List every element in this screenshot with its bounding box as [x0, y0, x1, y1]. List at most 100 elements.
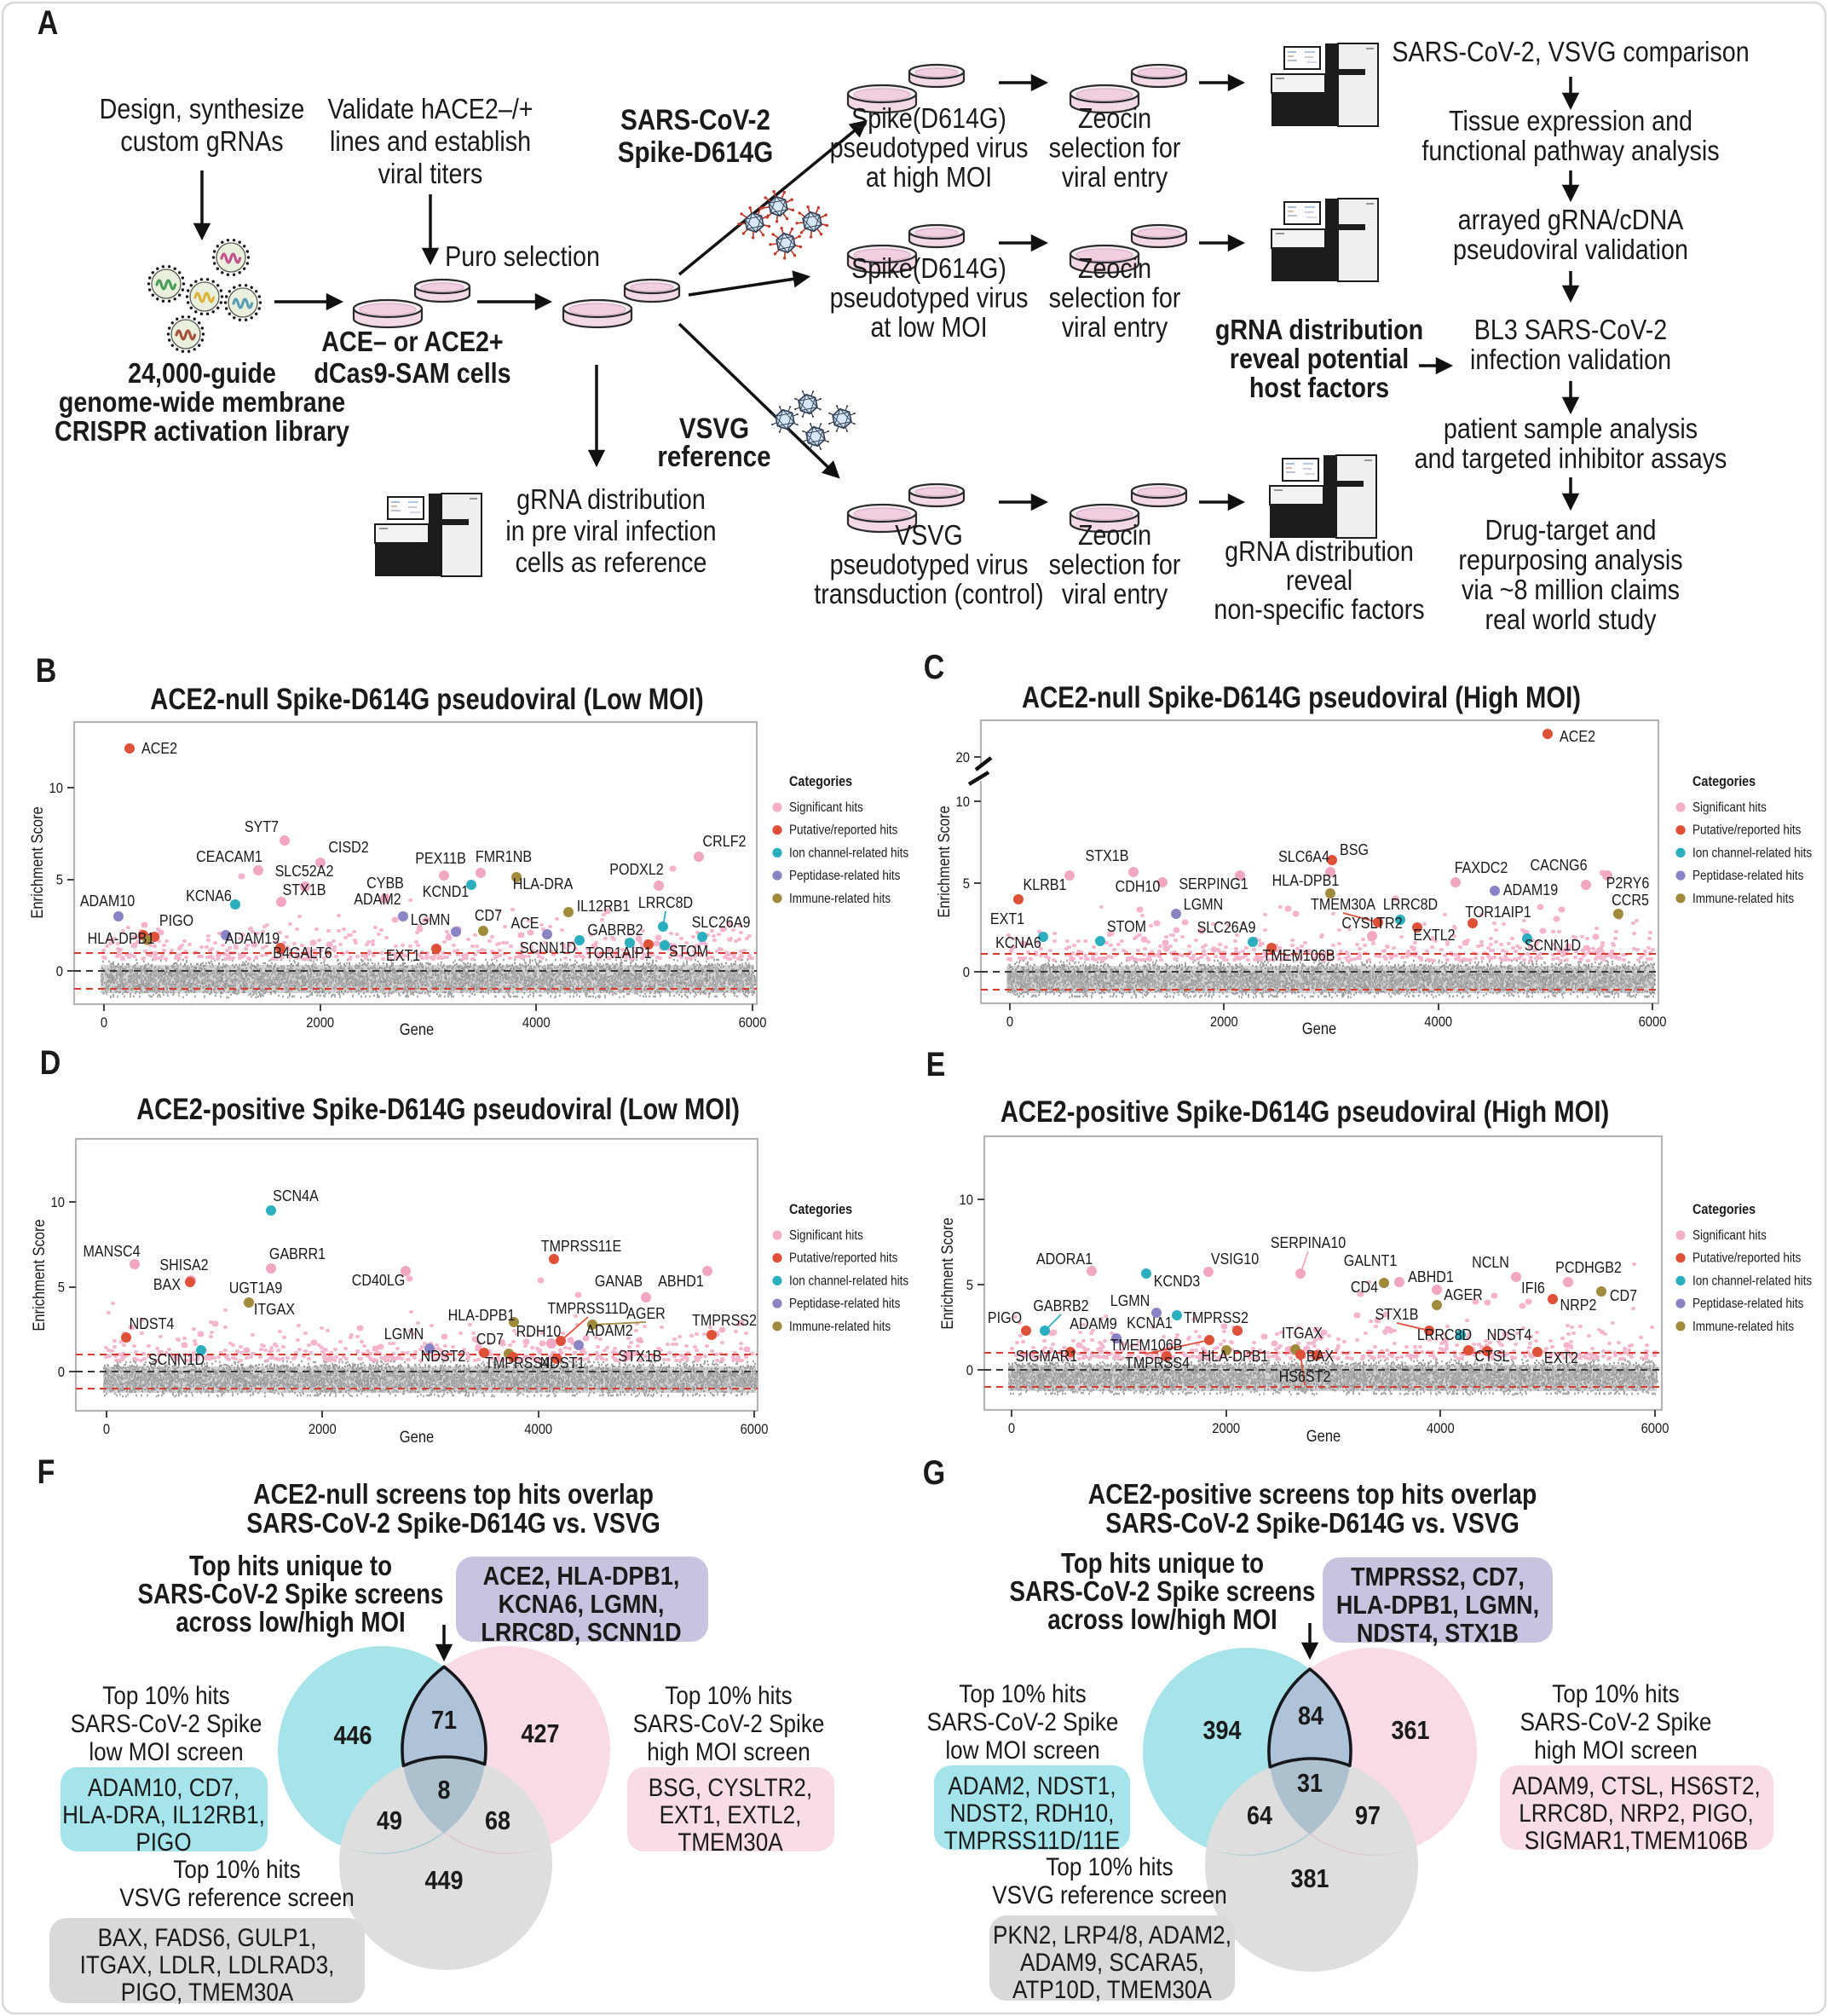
svg-text:394: 394	[1203, 1716, 1242, 1745]
svg-text:AGER: AGER	[626, 1304, 666, 1322]
svg-text:Top 10% hits: Top 10% hits	[173, 1855, 300, 1883]
svg-text:5: 5	[966, 1278, 973, 1293]
svg-text:GALNT1: GALNT1	[1344, 1251, 1398, 1269]
svg-text:Categories: Categories	[789, 1202, 852, 1217]
svg-text:IL12RB1: IL12RB1	[577, 897, 631, 915]
svg-text:ACE2-null screens top hits ove: ACE2-null screens top hits overlap	[253, 1478, 654, 1511]
svg-text:SARS-CoV-2 Spike-D614G vs. VSV: SARS-CoV-2 Spike-D614G vs. VSVG	[1105, 1507, 1519, 1539]
svg-text:Top 10% hits: Top 10% hits	[1046, 1852, 1173, 1880]
svg-text:CISD2: CISD2	[328, 838, 368, 856]
svg-text:EXT2: EXT2	[1544, 1349, 1578, 1366]
svg-text:VSVG reference screen: VSVG reference screen	[992, 1880, 1227, 1909]
svg-text:across low/high MOI: across low/high MOI	[1047, 1604, 1277, 1636]
svg-text:TMPRSS11D: TMPRSS11D	[547, 1299, 628, 1317]
svg-text:G: G	[923, 1453, 945, 1491]
svg-text:Significant hits: Significant hits	[1692, 1228, 1767, 1243]
svg-text:TMPRSS11E: TMPRSS11E	[541, 1237, 621, 1255]
svg-text:selection for: selection for	[1049, 132, 1181, 164]
svg-text:BSG, CYSLTR2,: BSG, CYSLTR2,	[649, 1773, 812, 1801]
svg-text:ITGAX: ITGAX	[1282, 1324, 1323, 1342]
svg-text:pseudotyped virus: pseudotyped virus	[830, 282, 1029, 314]
svg-text:ACE2: ACE2	[1560, 727, 1595, 745]
svg-text:VSVG: VSVG	[895, 519, 963, 551]
svg-text:pseudotyped virus: pseudotyped virus	[830, 549, 1029, 581]
svg-text:ACE2: ACE2	[141, 739, 177, 757]
svg-text:Drug-target and: Drug-target and	[1485, 514, 1657, 546]
svg-text:PEX11B: PEX11B	[415, 849, 466, 867]
svg-text:reference: reference	[657, 440, 770, 472]
svg-text:lines and establish: lines and establish	[330, 125, 531, 157]
svg-text:8: 8	[438, 1776, 451, 1805]
svg-text:selection for: selection for	[1049, 549, 1181, 581]
svg-text:ITGAX: ITGAX	[254, 1300, 296, 1318]
svg-text:NRP2: NRP2	[1560, 1296, 1597, 1314]
svg-text:Putative/reported hits: Putative/reported hits	[1692, 1251, 1801, 1266]
svg-text:10: 10	[49, 781, 64, 796]
svg-text:STX1B: STX1B	[283, 881, 326, 898]
svg-text:KCND1: KCND1	[423, 882, 470, 900]
svg-text:VSVG: VSVG	[679, 412, 749, 444]
svg-text:CACNG6: CACNG6	[1530, 856, 1587, 874]
svg-text:Top 10% hits: Top 10% hits	[102, 1681, 229, 1709]
svg-text:SLC6A4: SLC6A4	[1278, 847, 1329, 865]
svg-text:84: 84	[1298, 1701, 1323, 1730]
svg-text:NDST2, RDH10,: NDST2, RDH10,	[950, 1799, 1115, 1827]
svg-text:ACE2-null Spike-D614G pseudovi: ACE2-null Spike-D614G pseudoviral (High …	[1022, 681, 1581, 714]
svg-text:361: 361	[1392, 1716, 1430, 1745]
svg-text:gRNA distribution: gRNA distribution	[1215, 314, 1423, 345]
svg-text:patient sample analysis: patient sample analysis	[1444, 413, 1698, 444]
svg-text:SLC26A9: SLC26A9	[692, 913, 751, 931]
svg-text:TMPRSS11D/11E: TMPRSS11D/11E	[944, 1826, 1120, 1854]
svg-text:selection for: selection for	[1049, 282, 1181, 314]
svg-text:SIGMAR1,TMEM106B: SIGMAR1,TMEM106B	[1525, 1826, 1748, 1854]
svg-text:6000: 6000	[1641, 1421, 1669, 1436]
svg-text:PIGO: PIGO	[159, 911, 193, 929]
svg-text:TMEM30A: TMEM30A	[1311, 895, 1375, 913]
svg-text:Spike-D614G: Spike-D614G	[618, 136, 773, 168]
svg-text:reveal potential: reveal potential	[1230, 343, 1409, 374]
svg-text:HLA-DPB1: HLA-DPB1	[1202, 1347, 1269, 1365]
svg-text:0: 0	[1006, 1014, 1013, 1030]
svg-text:BL3 SARS-CoV-2: BL3 SARS-CoV-2	[1474, 314, 1667, 345]
svg-text:68: 68	[485, 1806, 510, 1835]
svg-text:4000: 4000	[522, 1015, 551, 1031]
svg-text:ACE2, HLA-DPB1,: ACE2, HLA-DPB1,	[483, 1562, 680, 1591]
svg-text:cells as reference: cells as reference	[516, 546, 707, 578]
svg-text:Immune-related hits: Immune-related hits	[789, 1320, 891, 1334]
svg-text:SARS-CoV-2 Spike screens: SARS-CoV-2 Spike screens	[138, 1579, 444, 1610]
svg-text:49: 49	[377, 1806, 402, 1835]
svg-text:TMPRSS4: TMPRSS4	[485, 1354, 550, 1372]
svg-text:BSG: BSG	[1340, 840, 1369, 858]
svg-text:Enrichment Score: Enrichment Score	[30, 1219, 48, 1331]
svg-text:Top hits unique to: Top hits unique to	[1061, 1548, 1264, 1580]
svg-text:ADAM9: ADAM9	[1070, 1314, 1116, 1332]
svg-text:ABHD1: ABHD1	[1408, 1268, 1454, 1285]
svg-text:KCNA6, LGMN,: KCNA6, LGMN,	[499, 1590, 665, 1619]
svg-text:5: 5	[963, 876, 970, 892]
svg-text:VSVG reference screen: VSVG reference screen	[119, 1883, 355, 1911]
svg-text:HS6ST2: HS6ST2	[1279, 1367, 1331, 1385]
svg-text:CRISPR activation library: CRISPR activation library	[55, 415, 350, 447]
svg-text:D: D	[40, 1043, 61, 1081]
svg-text:ACE2-positive screens top hits: ACE2-positive screens top hits overlap	[1088, 1478, 1537, 1511]
svg-text:LRRC8D, NRP2, PIGO,: LRRC8D, NRP2, PIGO,	[1519, 1799, 1753, 1827]
svg-text:ADAM19: ADAM19	[225, 929, 280, 947]
svg-text:CD4: CD4	[1351, 1278, 1379, 1296]
svg-text:STX1B: STX1B	[1375, 1305, 1419, 1323]
svg-text:SLC52A2: SLC52A2	[275, 862, 334, 880]
svg-text:71: 71	[431, 1706, 457, 1735]
svg-text:HLA-DPB1: HLA-DPB1	[1272, 871, 1340, 889]
svg-text:HLA-DPB1: HLA-DPB1	[88, 929, 155, 947]
svg-text:ACE2-null Spike-D614G pseudovi: ACE2-null Spike-D614G pseudoviral (Low M…	[150, 683, 703, 716]
svg-text:4000: 4000	[524, 1422, 552, 1437]
svg-text:transduction (control): transduction (control)	[814, 578, 1043, 609]
svg-text:0: 0	[966, 1363, 973, 1378]
svg-text:high MOI screen: high MOI screen	[647, 1737, 810, 1765]
svg-text:A: A	[37, 3, 59, 41]
svg-text:viral entry: viral entry	[1062, 578, 1168, 609]
svg-text:TMPRSS4: TMPRSS4	[1125, 1354, 1190, 1372]
svg-text:427: 427	[522, 1719, 560, 1748]
svg-text:6000: 6000	[1639, 1014, 1667, 1030]
svg-text:E: E	[926, 1044, 946, 1083]
svg-text:LRRC8D: LRRC8D	[1417, 1326, 1472, 1343]
